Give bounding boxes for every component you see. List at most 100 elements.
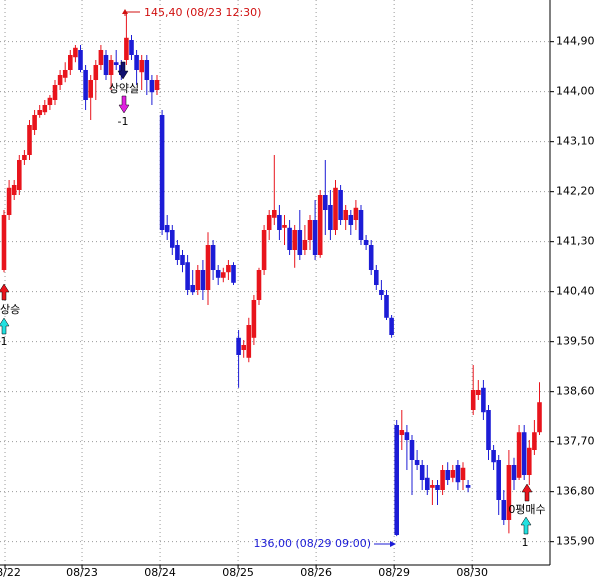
candle-body [450, 470, 456, 478]
signal-count: 1 [1, 335, 8, 348]
signal-label: 상약실 [109, 81, 139, 95]
candle-body [180, 255, 185, 265]
candle-body [358, 210, 364, 240]
candle-body [379, 290, 384, 295]
annotation-arrowhead [122, 9, 128, 14]
candle-body [363, 240, 369, 245]
candle-body [317, 195, 323, 255]
candle-body [399, 430, 405, 435]
candle-body [425, 477, 430, 490]
candle-body [22, 155, 27, 160]
candle-body [73, 47, 78, 58]
candle-body [62, 70, 68, 78]
candle-body [124, 37, 129, 60]
candle-body [374, 270, 379, 285]
candle-body [103, 55, 109, 75]
candle-body [491, 450, 496, 463]
candle-body [6, 187, 12, 215]
candle-body [465, 485, 471, 488]
signal-label: 0평매수 [508, 503, 545, 516]
candle-body [430, 485, 435, 488]
candle-body [272, 210, 277, 218]
candle-body [343, 210, 348, 220]
candle-body [532, 432, 537, 450]
candle-body [154, 80, 160, 90]
x-tick-label: 08/30 [456, 566, 488, 579]
candle-body [93, 65, 99, 80]
candle-body [175, 245, 180, 260]
candle-body [159, 115, 165, 230]
candle-body [389, 317, 394, 335]
y-tick-label: 139,50 [556, 335, 595, 348]
candle-body [537, 402, 542, 433]
candle-body [200, 270, 206, 290]
max-annotation: 145,40 (08/23 12:30) [122, 6, 261, 19]
candle-body [516, 432, 522, 478]
candle-body [42, 105, 48, 113]
candle-body [170, 230, 175, 248]
candle-body [404, 432, 410, 440]
candle-body [83, 70, 88, 100]
signal-arrow [0, 317, 10, 335]
min-annotation: 136,00 (08/29 09:00) [254, 537, 396, 550]
candle-body [414, 460, 420, 465]
candle-body [496, 460, 501, 500]
candle-body [261, 230, 267, 270]
candle-body [27, 125, 32, 155]
candle-body [32, 115, 37, 130]
candle-body [134, 55, 139, 70]
candle-body [1, 215, 7, 270]
candle-body [68, 55, 73, 70]
buy-arrow [521, 483, 533, 502]
candle-body [149, 80, 155, 93]
buy-arrow [0, 283, 10, 301]
y-tick-label: 137,70 [556, 435, 595, 448]
candle-body [256, 270, 262, 300]
candle-body [353, 207, 359, 220]
annotation-arrowhead [390, 541, 396, 547]
candle-body [78, 50, 83, 70]
signal-arrow [520, 516, 532, 535]
candle-body [409, 440, 415, 460]
candle-body [302, 240, 308, 250]
candle-body [384, 295, 389, 318]
candle-body [445, 470, 450, 480]
candle-body [231, 265, 236, 283]
candle-body [210, 245, 216, 270]
signal: 0평매수 1 [508, 483, 546, 549]
candle-body [195, 270, 201, 290]
max-label: 145,40 (08/23 12:30) [144, 6, 261, 19]
candle-body [419, 465, 425, 480]
candle-body [139, 60, 144, 73]
candle-body [246, 325, 252, 358]
candle-body [11, 185, 17, 195]
candle-body [511, 465, 517, 480]
signal-arrow [118, 95, 130, 114]
candle-body [144, 60, 150, 80]
x-tick-label: 08/26 [300, 566, 332, 579]
candle-body [47, 97, 53, 105]
candle-body [266, 215, 272, 230]
signal-count: 1 [522, 536, 529, 549]
y-tick-label: 142,20 [556, 185, 595, 198]
candle-body [17, 160, 22, 190]
candle-body [226, 265, 231, 273]
candle-body [501, 500, 507, 520]
x-tick-label: 08/23 [66, 566, 98, 579]
candle-body [440, 470, 445, 490]
candle-body [521, 432, 527, 475]
candle-body [348, 215, 354, 225]
candle-body [164, 225, 170, 233]
candles [1, 13, 542, 537]
candle-body [205, 245, 211, 290]
candle-body [312, 220, 318, 255]
y-tick-label: 135,90 [556, 535, 595, 548]
candle-body [470, 390, 476, 410]
candle-body [481, 387, 486, 413]
x-tick-label: 08/25 [222, 566, 254, 579]
candle-body [251, 300, 257, 338]
y-tick-label: 144,90 [556, 35, 595, 48]
candle-body [455, 465, 461, 483]
candle-body [368, 245, 374, 270]
